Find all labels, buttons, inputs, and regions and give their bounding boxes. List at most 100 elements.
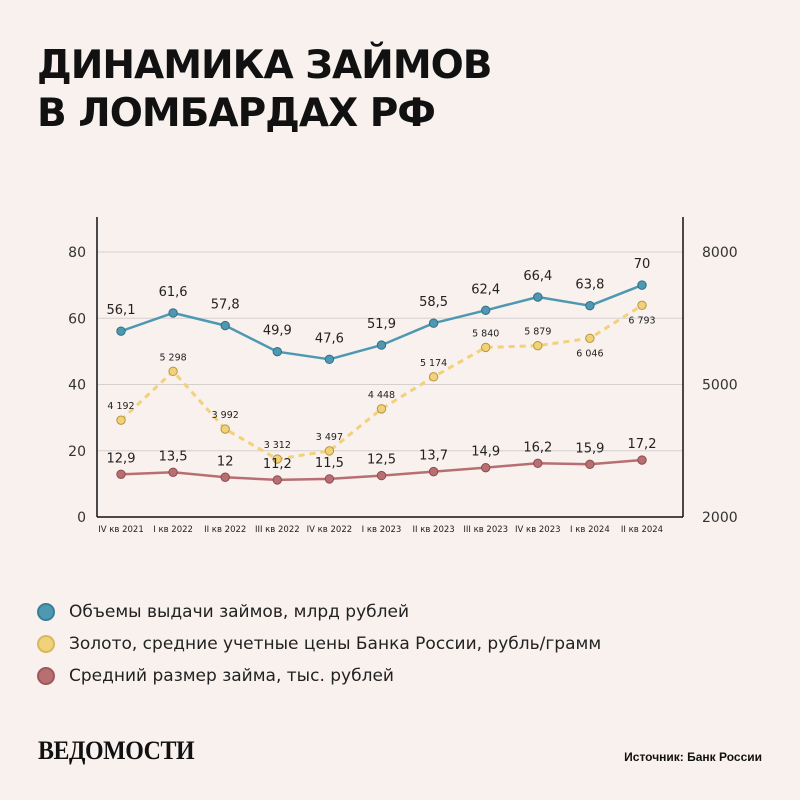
series-2-label-5: 12,5 (367, 453, 396, 468)
x-tick-label-9: I кв 2024 (570, 525, 610, 535)
series-0-label-5: 51,9 (367, 317, 396, 332)
legend-marker-loan-volume (37, 603, 55, 621)
series-2-label-9: 15,9 (575, 441, 604, 456)
x-tick-label-10: II кв 2024 (621, 525, 663, 535)
series-1-label-8: 5 879 (524, 327, 551, 338)
right-tick-label-1: 5000 (702, 378, 738, 394)
series-1-label-10: 6 793 (628, 315, 655, 326)
series-0-label-10: 70 (634, 257, 651, 272)
series-2-point-1 (168, 467, 178, 477)
right-tick-label-2: 8000 (702, 245, 738, 261)
series-0-label-2: 57,8 (211, 298, 240, 313)
series-2-label-2: 12 (217, 454, 234, 469)
series-1-point-8 (533, 340, 543, 351)
x-tick-label-0: IV кв 2021 (98, 525, 144, 535)
series-1-point-1 (168, 366, 178, 377)
legend-label-loan-volume: Объемы выдачи займов, млрд рублей (69, 602, 409, 622)
series-0-point-5 (376, 340, 387, 350)
left-tick-label-3: 60 (68, 311, 86, 327)
x-tick-label-7: III кв 2023 (463, 525, 508, 535)
series-1-label-4: 3 497 (316, 432, 343, 443)
legend-item-average-loan: Средний размер займа, тыс. рублей (37, 660, 601, 692)
series-2-label-0: 12,9 (107, 451, 136, 466)
series-0-label-9: 63,8 (575, 278, 604, 293)
source-note: Источник: Банк России (624, 750, 762, 764)
series-0-point-3 (272, 347, 282, 357)
series-1-label-7: 5 840 (472, 328, 499, 339)
x-tick-label-1: I кв 2022 (153, 525, 193, 535)
series-1-label-3: 3 312 (264, 440, 291, 451)
series-2-point-5 (376, 470, 387, 481)
legend-marker-average-loan (37, 667, 55, 685)
series-1-label-1: 5 298 (159, 352, 186, 363)
series-1-label-6: 5 174 (420, 358, 447, 369)
series-1-point-7 (481, 342, 491, 353)
x-tick-label-4: IV кв 2022 (307, 525, 353, 535)
series-1-point-4 (324, 446, 335, 456)
series-2-label-3: 11,2 (263, 457, 292, 472)
series-2-point-6 (428, 466, 439, 477)
series-1-point-9 (585, 333, 595, 344)
legend-item-gold-price: Золото, средние учетные цены Банка Росси… (37, 628, 601, 660)
series-1-point-0 (116, 415, 126, 425)
series-0-label-4: 47,6 (315, 331, 344, 346)
series-0-point-9 (585, 300, 595, 311)
series-0-point-0 (116, 326, 126, 336)
series-0-point-6 (428, 318, 439, 328)
series-2-label-4: 11,5 (315, 456, 344, 471)
series-2-label-10: 17,2 (628, 437, 657, 452)
legend-label-gold-price: Золото, средние учетные цены Банка Росси… (69, 634, 602, 654)
x-tick-label-2: II кв 2022 (204, 525, 246, 535)
series-2-point-3 (272, 475, 282, 485)
series-2-point-7 (481, 462, 491, 473)
x-tick-label-6: II кв 2023 (412, 525, 454, 535)
left-tick-label-2: 40 (68, 378, 86, 394)
legend-label-average-loan: Средний размер займа, тыс. рублей (69, 666, 394, 686)
series-line-1 (119, 304, 643, 461)
series-2-point-8 (533, 458, 543, 469)
series-0-label-7: 62,4 (471, 282, 500, 297)
series-1-point-6 (428, 372, 439, 382)
vedomosti-logo: ВЕДОМОСТИ (38, 736, 195, 765)
legend: Объемы выдачи займов, млрд рублей Золото… (37, 596, 601, 692)
series-1-label-2: 3 992 (212, 410, 239, 421)
title-line-1: ДИНАМИКА ЗАЙМОВ (37, 43, 493, 88)
series-0-point-1 (168, 308, 178, 318)
title-line-2: В ЛОМБАРДАХ РФ (37, 91, 436, 136)
series-1-point-2 (220, 424, 230, 434)
series-2-point-0 (116, 469, 126, 479)
left-tick-label-4: 80 (68, 245, 86, 261)
series-2-point-2 (220, 472, 230, 482)
series-1-label-9: 6 046 (576, 348, 603, 359)
series-2-point-10 (637, 455, 647, 465)
right-tick-label-0: 2000 (702, 510, 738, 526)
series-2-point-9 (585, 459, 595, 470)
x-tick-label-8: IV кв 2023 (515, 525, 561, 535)
left-tick-label-0: 0 (77, 510, 86, 526)
series-0-label-0: 56,1 (107, 303, 136, 318)
series-1-point-10 (637, 300, 647, 311)
series-0-point-7 (481, 305, 491, 315)
series-1-point-5 (376, 404, 387, 414)
series-0-label-8: 66,4 (523, 269, 552, 284)
series-0-point-10 (637, 280, 647, 290)
series-2-point-4 (324, 474, 335, 484)
series-2-label-7: 14,9 (471, 445, 500, 460)
series-0-label-1: 61,6 (159, 285, 188, 300)
chart-title: ДИНАМИКА ЗАЙМОВ В ЛОМБАРДАХ РФ (37, 42, 493, 138)
left-tick-label-1: 20 (68, 444, 86, 460)
series-1-label-5: 4 448 (368, 390, 395, 401)
x-tick-label-5: I кв 2023 (362, 525, 402, 535)
series-0-point-2 (220, 320, 230, 331)
legend-marker-gold-price (37, 635, 55, 653)
series-0-label-3: 49,9 (263, 324, 292, 339)
legend-item-loan-volume: Объемы выдачи займов, млрд рублей (37, 596, 601, 628)
series-0-label-6: 58,5 (419, 295, 448, 310)
series-0-point-4 (324, 354, 335, 365)
series-2-label-6: 13,7 (419, 449, 448, 464)
x-tick-label-3: III кв 2022 (255, 525, 300, 535)
series-2-label-1: 13,5 (159, 449, 188, 464)
series-1-label-0: 4 192 (107, 401, 134, 412)
series-0-point-8 (533, 292, 543, 302)
